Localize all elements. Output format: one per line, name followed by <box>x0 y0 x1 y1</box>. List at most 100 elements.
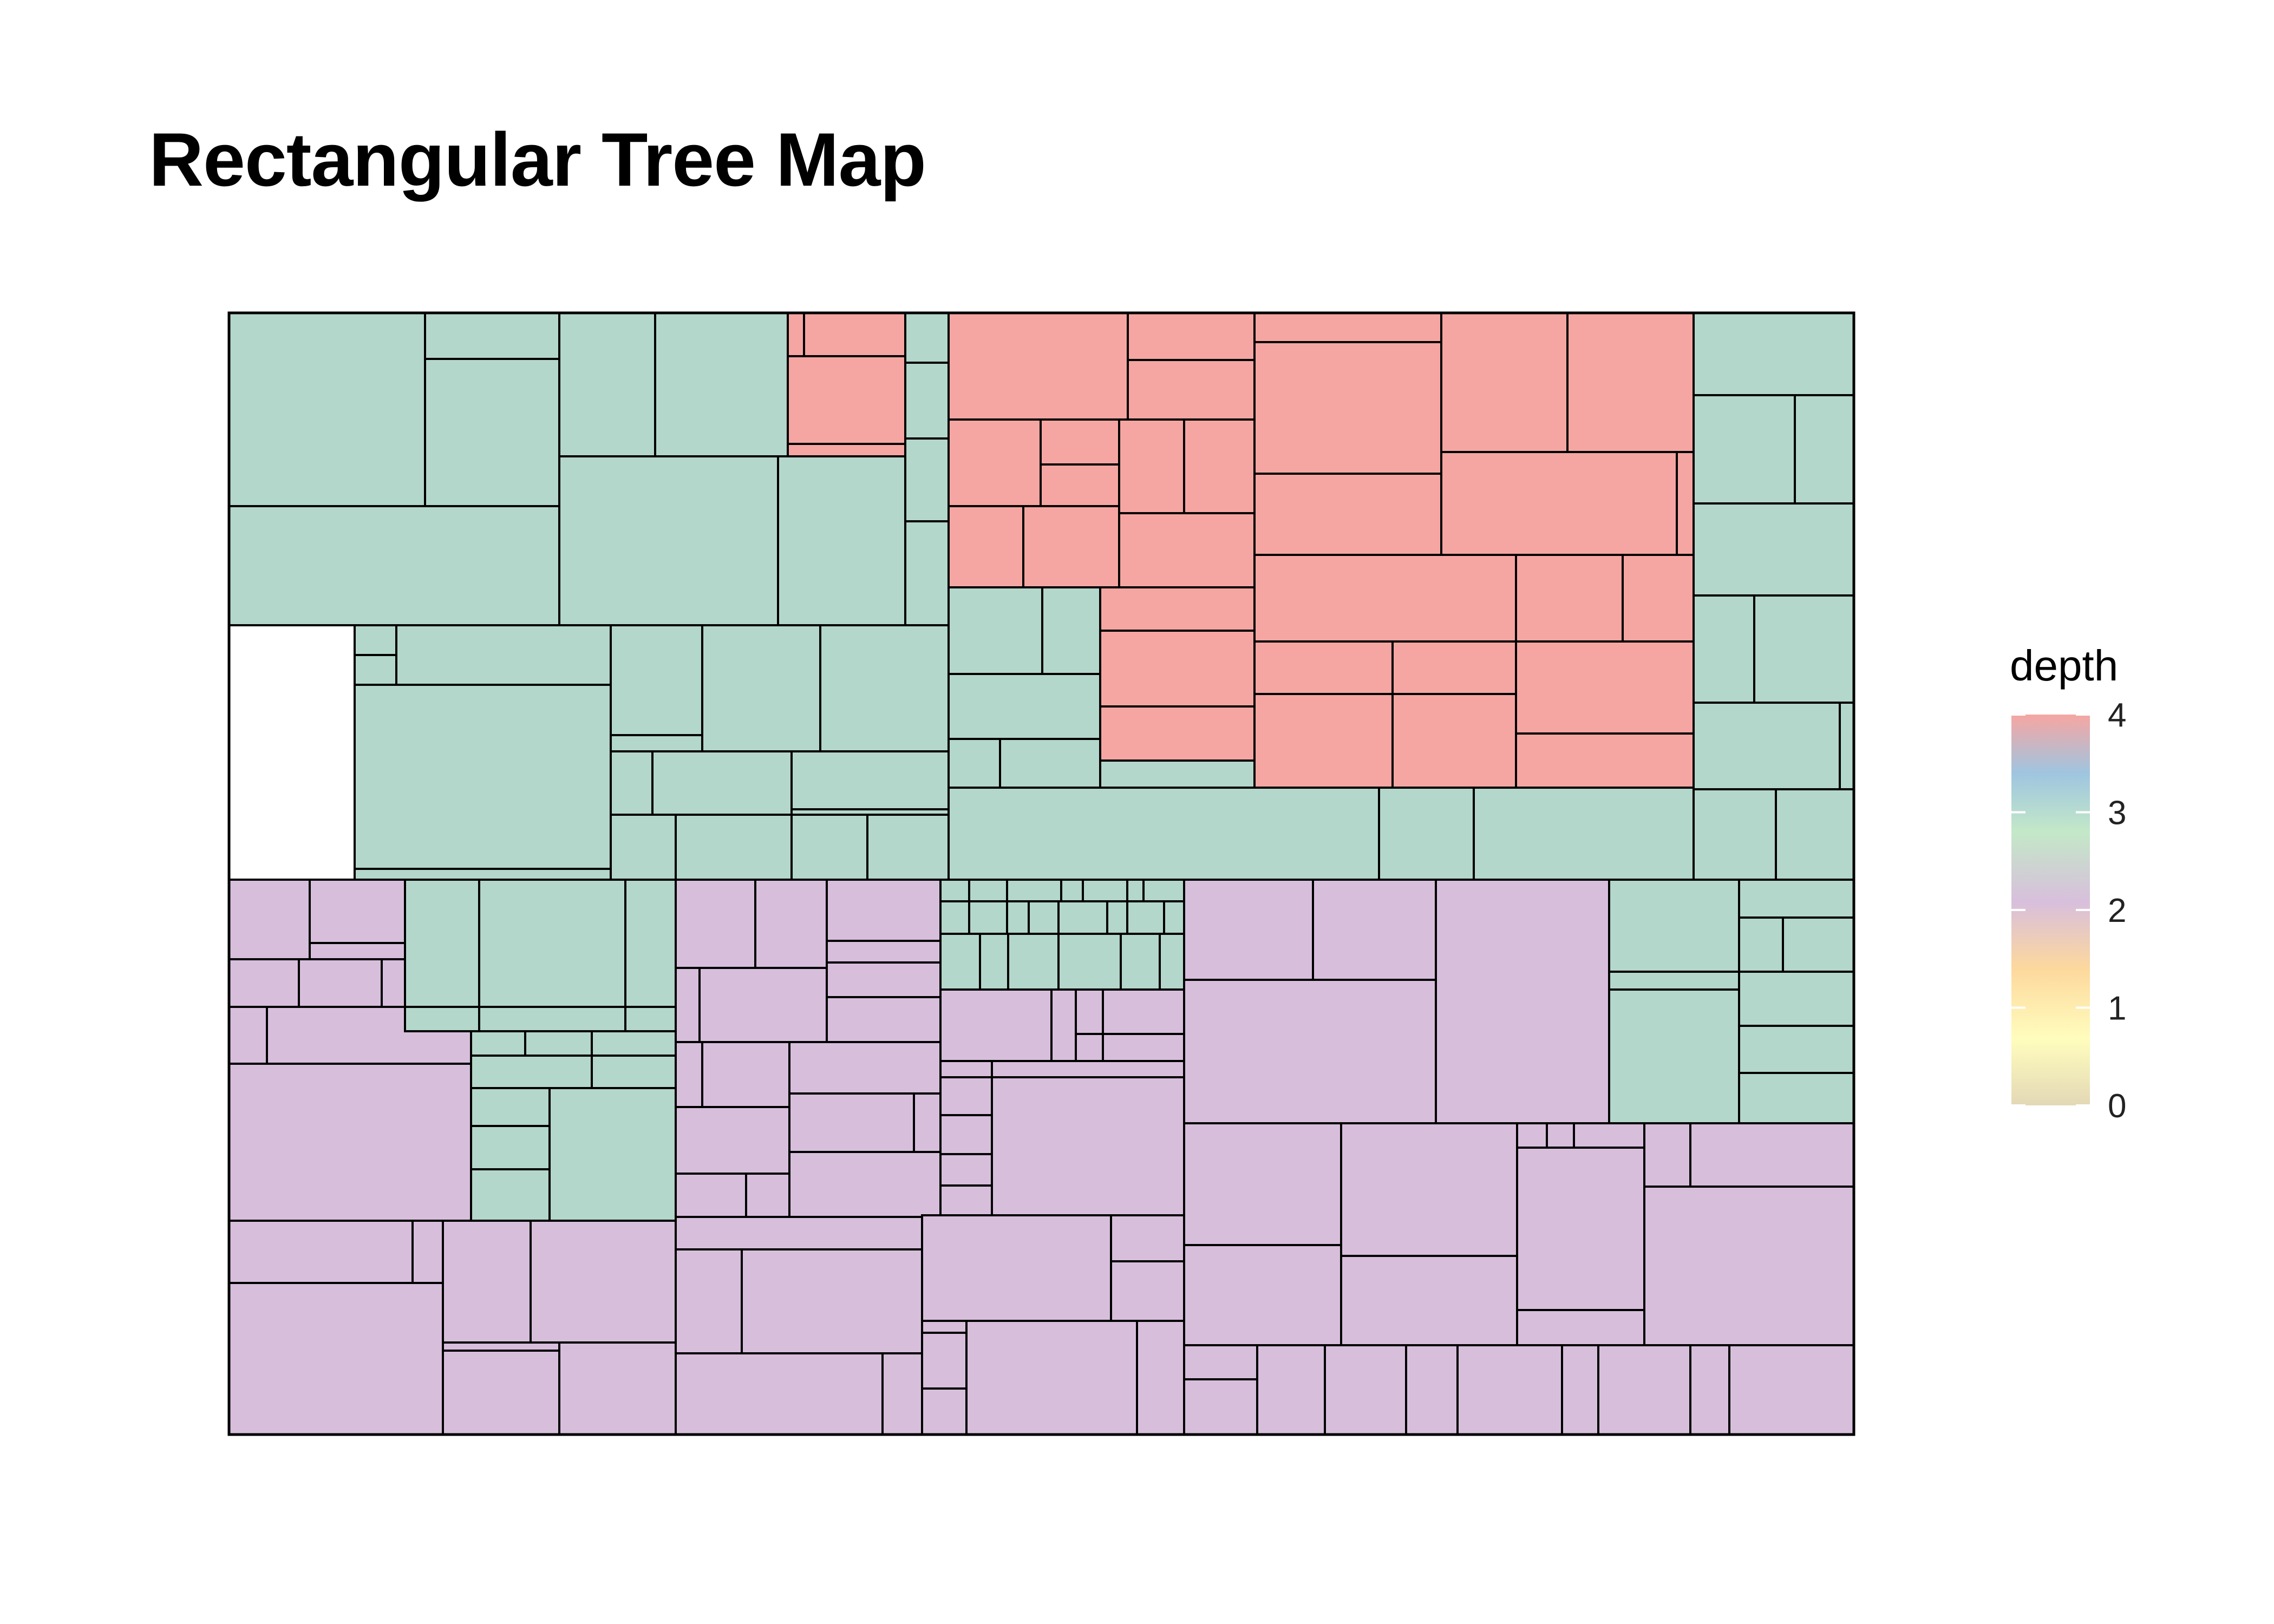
treemap-tile <box>675 1248 743 1354</box>
treemap-tile <box>1118 512 1256 588</box>
treemap-tile <box>470 1030 526 1057</box>
treemap-tile <box>948 738 1001 789</box>
treemap-tile <box>1183 1344 1258 1380</box>
treemap-tile <box>803 312 906 357</box>
treemap-tile <box>591 1030 677 1057</box>
treemap-tile <box>1040 463 1120 507</box>
treemap-tile <box>442 1341 560 1352</box>
treemap-tile <box>442 1350 560 1436</box>
treemap-tile <box>939 988 1053 1062</box>
treemap-tile <box>309 879 406 944</box>
treemap-tile <box>939 879 970 902</box>
treemap-tile <box>1057 933 1122 991</box>
treemap-tile <box>787 443 906 457</box>
treemap-tile <box>1006 879 1062 902</box>
treemap-tile <box>524 1030 593 1057</box>
treemap-tile <box>1738 1072 1855 1124</box>
treemap-tile <box>228 1006 268 1065</box>
treemap-tile <box>411 1220 444 1284</box>
treemap-tile <box>1126 900 1165 935</box>
treemap-tile <box>948 505 1024 588</box>
treemap-tile <box>826 879 942 942</box>
treemap-tile <box>228 1282 444 1436</box>
treemap-tile <box>654 312 789 457</box>
treemap-tile <box>610 814 677 881</box>
treemap-tile <box>1120 933 1161 991</box>
treemap-tile <box>968 879 1008 902</box>
treemap-tile <box>904 362 950 440</box>
treemap-tile <box>610 624 703 736</box>
treemap-tile <box>904 520 950 626</box>
treemap-tile <box>1440 312 1569 453</box>
treemap-tile <box>228 312 426 507</box>
treemap-tile <box>354 684 612 870</box>
treemap-tile <box>1515 554 1624 643</box>
treemap-tile <box>787 312 805 357</box>
treemap-tile <box>1782 916 1855 973</box>
treemap-tile <box>228 1063 472 1222</box>
treemap-tile <box>1622 554 1695 643</box>
treemap-tile <box>788 1092 915 1153</box>
treemap-tile <box>1041 586 1101 675</box>
treemap-tile <box>1324 1344 1407 1436</box>
treemap-tile <box>698 967 828 1043</box>
treemap-tile <box>470 1055 593 1089</box>
treemap-tile <box>1102 988 1185 1035</box>
treemap-tile <box>745 1173 790 1218</box>
treemap-tile <box>1060 879 1084 902</box>
treemap-tile <box>826 940 942 964</box>
legend-tick-label: 0 <box>2108 1088 2126 1125</box>
treemap-tile <box>1253 693 1394 789</box>
treemap-tile <box>1689 1122 1855 1188</box>
treemap-tile <box>610 750 654 816</box>
treemap-tile <box>790 814 868 881</box>
treemap-tile <box>921 1332 968 1390</box>
treemap-tile <box>1183 979 1437 1124</box>
treemap-tile <box>470 1168 551 1222</box>
treemap-tile <box>1515 640 1695 735</box>
treemap-tile <box>1440 451 1678 556</box>
treemap-tile <box>1253 640 1394 695</box>
treemap-tile <box>1136 1320 1185 1436</box>
treemap-tile <box>1099 586 1256 632</box>
treemap-tile <box>1099 630 1256 708</box>
treemap-tile <box>354 654 397 686</box>
treemap-tile <box>470 1087 551 1127</box>
treemap-tile <box>787 355 906 445</box>
treemap-tile <box>1163 900 1185 935</box>
treemap-tile <box>1118 418 1185 514</box>
treemap-tile <box>1040 418 1120 466</box>
treemap-tile <box>1608 988 1740 1124</box>
treemap-tile <box>675 1352 884 1436</box>
treemap-tile <box>921 1320 968 1334</box>
treemap-tile <box>1312 879 1437 981</box>
treemap-tile <box>1643 1186 1855 1346</box>
treemap-tile <box>1106 900 1128 935</box>
treemap-tile <box>939 1184 993 1216</box>
treemap-tile <box>651 750 793 816</box>
treemap-tile <box>948 312 1129 421</box>
treemap-tile <box>1050 988 1077 1062</box>
treemap-tile <box>1693 788 1777 881</box>
treemap-tile <box>675 814 793 881</box>
treemap-tile <box>1183 1378 1258 1436</box>
treemap-tile <box>1597 1344 1691 1436</box>
treemap-tile <box>1391 693 1517 789</box>
treemap-tile <box>1693 594 1755 704</box>
treemap-tile <box>1183 1244 1342 1346</box>
treemap-tile <box>939 933 981 991</box>
treemap-tile <box>404 1006 480 1032</box>
treemap-tile <box>948 586 1043 675</box>
treemap-tile <box>1099 759 1256 789</box>
treemap-tile <box>979 933 1009 991</box>
treemap-tile <box>1608 971 1740 991</box>
treemap-tile <box>1753 594 1855 704</box>
treemap-tile <box>1110 1214 1185 1262</box>
treemap-tile <box>921 1387 968 1436</box>
treemap-tile <box>591 1055 677 1089</box>
treemap-tile <box>1340 1122 1518 1257</box>
treemap-tile <box>1391 640 1517 695</box>
treemap-tile <box>1775 788 1855 881</box>
treemap-tile <box>999 738 1101 789</box>
